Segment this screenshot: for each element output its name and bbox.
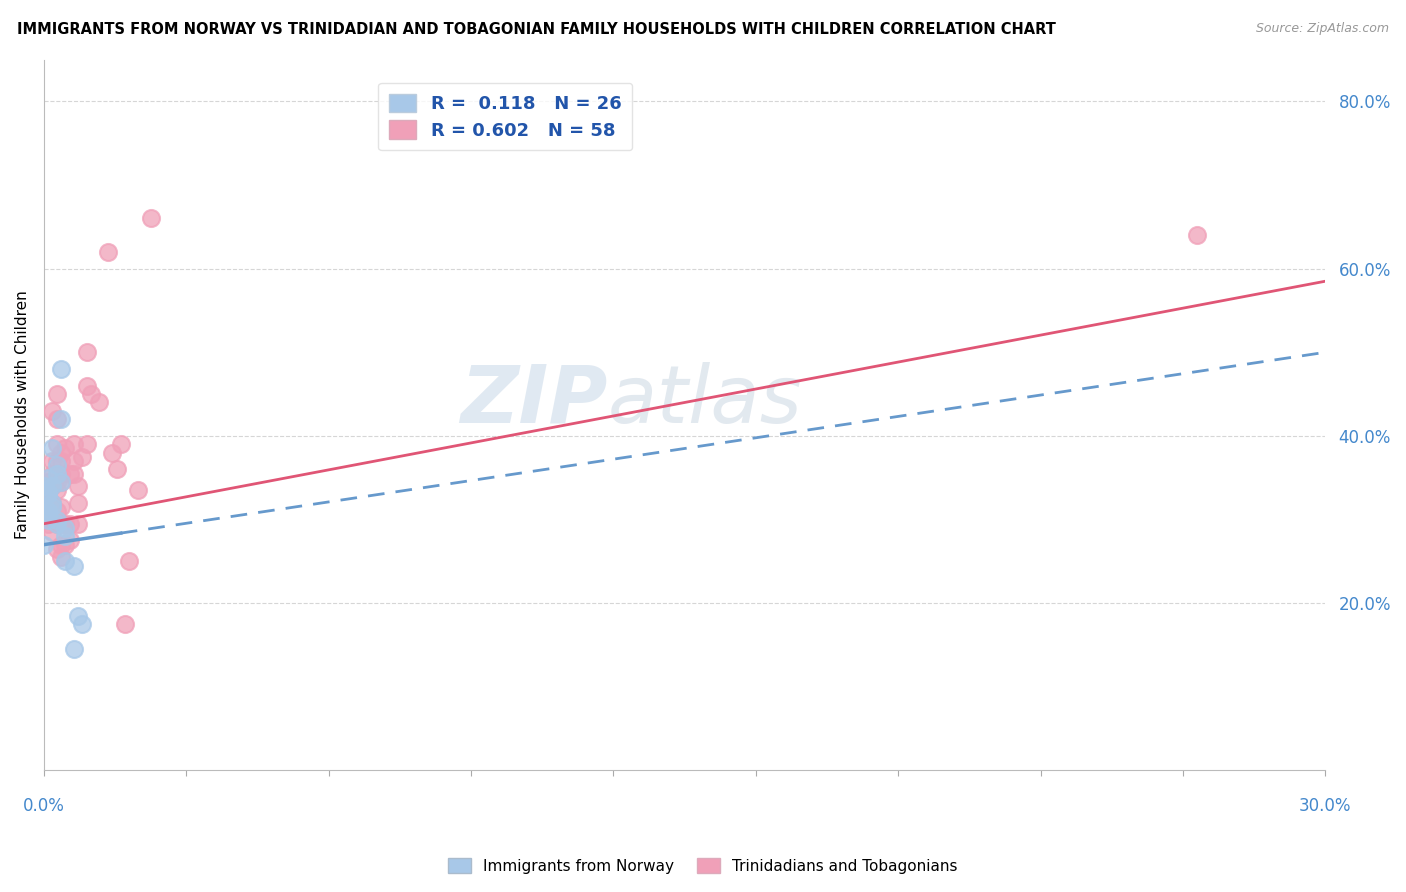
Point xyxy=(49,362,72,376)
Point xyxy=(139,211,162,226)
Point xyxy=(80,387,103,401)
Point xyxy=(45,541,67,556)
Point xyxy=(62,467,84,481)
Point xyxy=(110,437,132,451)
Point xyxy=(45,512,67,526)
Point xyxy=(49,454,72,468)
Point xyxy=(41,467,63,481)
Point xyxy=(67,608,90,623)
Point xyxy=(45,475,67,489)
Point xyxy=(114,617,136,632)
Point xyxy=(67,496,90,510)
Point xyxy=(97,244,120,259)
Point xyxy=(45,437,67,451)
Legend: Immigrants from Norway, Trinidadians and Tobagonians: Immigrants from Norway, Trinidadians and… xyxy=(441,852,965,880)
Point xyxy=(62,454,84,468)
Point xyxy=(76,378,98,392)
Point xyxy=(62,437,84,451)
Point xyxy=(32,512,55,526)
Point xyxy=(45,454,67,468)
Point xyxy=(58,516,80,531)
Point xyxy=(49,516,72,531)
Point xyxy=(49,550,72,565)
Point xyxy=(67,479,90,493)
Point xyxy=(76,437,98,451)
Point xyxy=(76,345,98,359)
Point xyxy=(49,445,72,459)
Point xyxy=(32,538,55,552)
Point xyxy=(41,442,63,456)
Point xyxy=(58,533,80,548)
Point xyxy=(45,504,67,518)
Point xyxy=(37,512,59,526)
Point xyxy=(49,467,72,481)
Point xyxy=(41,404,63,418)
Point xyxy=(49,500,72,514)
Point xyxy=(72,617,94,632)
Point xyxy=(45,458,67,473)
Point xyxy=(62,642,84,657)
Text: 30.0%: 30.0% xyxy=(1299,797,1351,815)
Point xyxy=(45,483,67,498)
Point xyxy=(37,485,59,500)
Point xyxy=(37,516,59,531)
Point xyxy=(37,500,59,514)
Point xyxy=(37,504,59,518)
Point xyxy=(118,554,141,568)
Point xyxy=(45,412,67,426)
Point xyxy=(32,479,55,493)
Point xyxy=(49,412,72,426)
Point xyxy=(37,483,59,498)
Point xyxy=(49,475,72,489)
Point xyxy=(37,508,59,523)
Legend: R =  0.118   N = 26, R = 0.602   N = 58: R = 0.118 N = 26, R = 0.602 N = 58 xyxy=(378,83,633,151)
Point xyxy=(67,516,90,531)
Point xyxy=(45,516,67,531)
Point xyxy=(37,496,59,510)
Point xyxy=(58,467,80,481)
Point xyxy=(105,462,128,476)
Text: IMMIGRANTS FROM NORWAY VS TRINIDADIAN AND TOBAGONIAN FAMILY HOUSEHOLDS WITH CHIL: IMMIGRANTS FROM NORWAY VS TRINIDADIAN AN… xyxy=(17,22,1056,37)
Point xyxy=(72,450,94,464)
Text: atlas: atlas xyxy=(607,362,803,440)
Point xyxy=(45,467,67,481)
Point xyxy=(53,529,76,543)
Point xyxy=(53,442,76,456)
Point xyxy=(127,483,149,498)
Point xyxy=(53,516,76,531)
Point xyxy=(37,475,59,489)
Point xyxy=(37,487,59,501)
Y-axis label: Family Households with Children: Family Households with Children xyxy=(15,291,30,540)
Point xyxy=(32,487,55,501)
Point xyxy=(89,395,111,409)
Point xyxy=(41,496,63,510)
Text: 0.0%: 0.0% xyxy=(22,797,65,815)
Point xyxy=(41,512,63,526)
Point xyxy=(49,538,72,552)
Point xyxy=(45,387,67,401)
Text: ZIP: ZIP xyxy=(460,362,607,440)
Point xyxy=(53,554,76,568)
Point xyxy=(62,558,84,573)
Point xyxy=(45,516,67,531)
Point xyxy=(41,479,63,493)
Point xyxy=(53,538,76,552)
Point xyxy=(37,471,59,485)
Point xyxy=(101,445,124,459)
Point xyxy=(53,521,76,535)
Point xyxy=(41,500,63,514)
Point xyxy=(41,525,63,540)
Point xyxy=(41,496,63,510)
Point xyxy=(41,454,63,468)
Point xyxy=(1185,228,1208,243)
Point xyxy=(49,475,72,489)
Point xyxy=(41,479,63,493)
Text: Source: ZipAtlas.com: Source: ZipAtlas.com xyxy=(1256,22,1389,36)
